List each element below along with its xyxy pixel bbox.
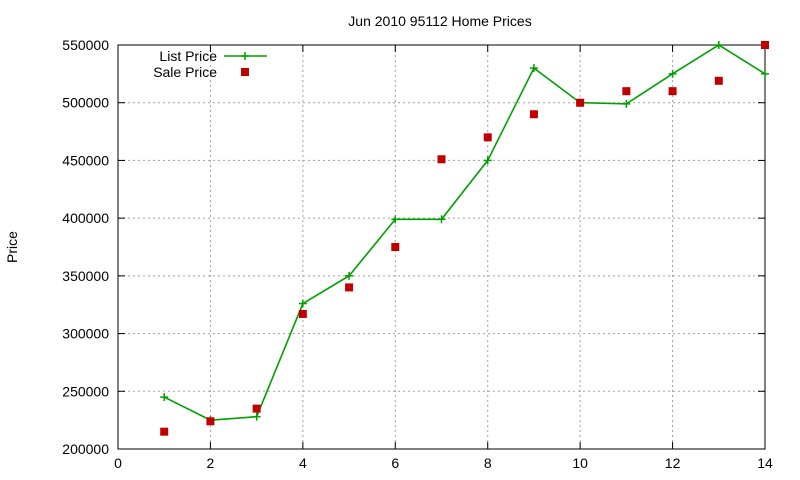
- list-price-point: [483, 156, 492, 165]
- legend-marker: [241, 68, 249, 76]
- list-price-point: [622, 99, 631, 108]
- legend-label: List Price: [159, 48, 217, 64]
- axis-ticks: 0 2 4 6 8 10 12 14 200000 250000 300000 350000 40000…: [62, 37, 773, 471]
- legend-marker: [241, 52, 249, 60]
- y-axis-label: Price: [4, 231, 20, 263]
- sale-price-point: [576, 98, 585, 107]
- y-tick-label: 550000: [62, 37, 109, 53]
- sale-price-point: [714, 76, 723, 85]
- sale-price-point: [345, 283, 354, 292]
- plot-frame: [117, 44, 766, 450]
- sale-price-point: [622, 87, 631, 96]
- list-price-point: [252, 412, 261, 421]
- y-tick-label: 350000: [62, 268, 109, 284]
- x-tick-label: 6: [391, 455, 399, 471]
- x-tick-label: 8: [484, 455, 492, 471]
- list-price-line: [163, 44, 766, 421]
- x-tick-label: 10: [572, 455, 588, 471]
- legend-label: Sale Price: [153, 64, 217, 80]
- y-tick-label: 450000: [62, 152, 109, 168]
- list-price-point: [437, 215, 446, 224]
- list-price-point: [529, 64, 538, 73]
- x-tick-label: 14: [757, 455, 773, 471]
- grid-lines: [118, 45, 765, 449]
- y-tick-label: 200000: [62, 441, 109, 457]
- list-price-point: [668, 69, 677, 78]
- series-layer: [160, 41, 769, 436]
- list-price-point: [345, 271, 354, 280]
- y-tick-label: 400000: [62, 210, 109, 226]
- x-tick-label: 2: [207, 455, 215, 471]
- series-list-price: [160, 41, 769, 425]
- x-tick-label: 0: [114, 455, 122, 471]
- list-price-point: [298, 299, 307, 308]
- x-tick-label: 12: [665, 455, 681, 471]
- list-price-point: [160, 393, 169, 402]
- x-tick-label: 4: [299, 455, 307, 471]
- sale-price-point: [529, 110, 538, 119]
- y-tick-label: 500000: [62, 95, 109, 111]
- chart-title: Jun 2010 95112 Home Prices: [348, 13, 531, 29]
- sale-price-point: [437, 155, 446, 164]
- sale-price-point: [252, 404, 261, 413]
- sale-price-point: [206, 417, 215, 426]
- list-price-point: [714, 41, 723, 49]
- series-sale-price: [160, 41, 769, 436]
- sale-price-point: [483, 133, 492, 142]
- sale-price-point: [761, 41, 769, 49]
- sale-price-point: [391, 243, 400, 251]
- list-price-point: [761, 69, 769, 78]
- y-tick-label: 250000: [62, 383, 109, 399]
- sale-price-point: [160, 427, 169, 436]
- sale-price-point: [298, 309, 307, 318]
- list-price-point: [391, 215, 400, 224]
- sale-price-point: [668, 87, 677, 96]
- y-tick-label: 300000: [62, 326, 109, 342]
